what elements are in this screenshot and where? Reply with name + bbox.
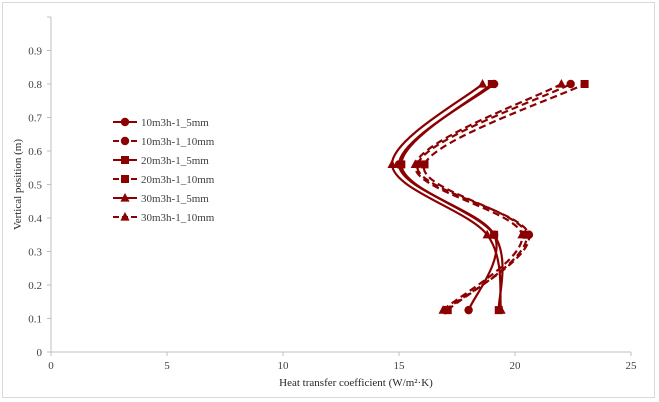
y-tick-label: 0.3 <box>28 247 42 259</box>
data-point-10m3h-1_5mm <box>464 305 473 315</box>
y-tick-label: 0.8 <box>28 79 42 91</box>
data-point-30m3h-1_5mm <box>482 229 492 239</box>
series-line-20m3h-1_10mm <box>423 83 586 311</box>
data-point-20m3h-1_5mm <box>490 230 499 239</box>
legend-label: 20m3h-1_10mm <box>141 174 215 186</box>
legend-label: 20m3h-1_5mm <box>141 155 209 167</box>
y-tick-label: 0.7 <box>28 113 42 125</box>
data-point-30m3h-1_10mm <box>438 305 448 314</box>
y-axis-title: Vertical position (m) <box>12 139 24 230</box>
data-point-30m3h-1_5mm <box>387 159 397 168</box>
data-point-30m3h-1_5mm <box>477 79 488 88</box>
x-axis-title: Heat transfer coefficient (W/m²·K) <box>279 377 433 389</box>
data-point-10m3h-1_10mm <box>566 79 575 89</box>
y-tick-label: 0.2 <box>28 280 42 292</box>
data-point-30m3h-1_10mm <box>410 159 420 168</box>
x-tick-label: 15 <box>394 360 406 372</box>
y-tick-label: 0.5 <box>28 180 42 192</box>
legend-marker-30m3h-1_5mm <box>120 193 130 202</box>
y-tick-label: 0.9 <box>28 46 42 58</box>
legend-marker-10m3h-1_5mm <box>120 117 130 127</box>
data-point-30m3h-1_10mm <box>556 79 566 88</box>
series-line-10m3h-1_10mm <box>416 83 572 311</box>
y-tick-label: 0.4 <box>28 213 42 225</box>
legend-label: 30m3h-1_5mm <box>141 193 209 205</box>
data-point-20m3h-1_10mm <box>522 230 531 239</box>
data-point-20m3h-1_5mm <box>397 160 406 169</box>
series-line-30m3h-1_10mm <box>414 83 562 311</box>
x-tick-label: 5 <box>164 360 170 372</box>
data-point-20m3h-1_5mm <box>487 80 496 88</box>
series-line-10m3h-1_5mm <box>397 83 498 311</box>
data-point-20m3h-1_10mm <box>443 306 452 315</box>
data-point-20m3h-1_10mm <box>420 160 429 169</box>
data-point-20m3h-1_10mm <box>580 80 589 88</box>
x-tick-label: 25 <box>626 360 638 372</box>
chart-frame <box>2 2 655 398</box>
data-point-30m3h-1_10mm <box>517 229 527 239</box>
data-point-30m3h-1_5mm <box>496 305 506 314</box>
x-tick-label: 10 <box>278 360 290 372</box>
legend-marker-10m3h-1_10mm <box>120 136 130 146</box>
x-tick-label: 0 <box>48 360 54 372</box>
legend-marker-20m3h-1_5mm <box>121 156 129 164</box>
y-tick-label: 0.6 <box>28 146 42 158</box>
legend-label: 10m3h-1_10mm <box>141 136 215 148</box>
y-tick-label: 0.1 <box>28 314 42 326</box>
y-tick-label: 0 <box>37 347 43 359</box>
legend-marker-20m3h-1_10mm <box>121 175 129 183</box>
legend-label: 10m3h-1_5mm <box>141 117 209 129</box>
legend-label: 30m3h-1_10mm <box>141 212 215 224</box>
legend-marker-30m3h-1_10mm <box>120 212 130 221</box>
series-line-30m3h-1_5mm <box>390 83 503 311</box>
x-tick-label: 20 <box>510 360 522 372</box>
